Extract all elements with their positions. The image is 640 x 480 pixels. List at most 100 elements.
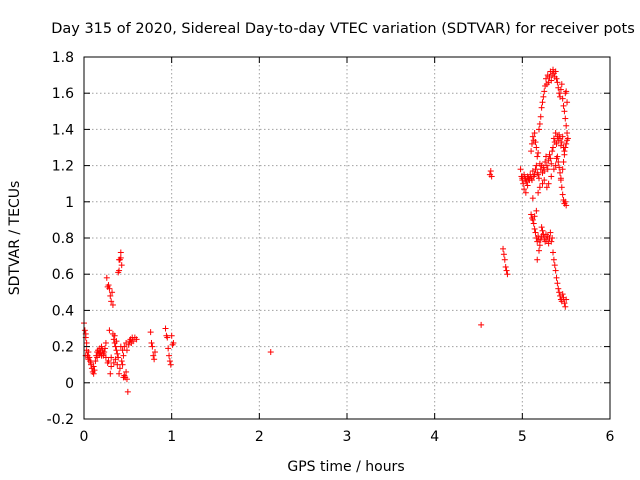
data-point	[556, 90, 563, 97]
data-point	[130, 338, 137, 345]
data-point	[549, 148, 556, 155]
data-point	[554, 79, 561, 86]
data-point	[112, 343, 119, 350]
data-point	[531, 213, 538, 220]
data-point	[561, 108, 568, 115]
x-tick-label: 2	[255, 429, 264, 445]
data-point	[553, 155, 560, 162]
data-point	[528, 211, 535, 218]
data-point	[148, 339, 155, 346]
data-point	[559, 133, 566, 140]
data-point	[543, 184, 550, 191]
data-point	[557, 169, 564, 176]
data-point	[528, 140, 535, 147]
data-point	[167, 361, 174, 368]
x-tick-label: 6	[606, 429, 615, 445]
data-point	[85, 349, 92, 356]
data-point	[531, 130, 538, 137]
data-point	[532, 139, 539, 146]
data-point	[535, 189, 542, 196]
data-point	[564, 130, 571, 137]
data-point	[555, 285, 562, 292]
data-point	[102, 339, 109, 346]
data-point	[529, 133, 536, 140]
data-point	[107, 370, 114, 377]
data-point	[90, 370, 97, 377]
data-point	[563, 122, 570, 129]
data-point	[533, 207, 540, 214]
data-point	[539, 99, 546, 106]
y-tick-label: 0.6	[52, 267, 74, 283]
data-point	[553, 140, 560, 147]
data-point	[133, 336, 140, 343]
data-point	[550, 166, 557, 173]
data-point	[558, 184, 565, 191]
y-axis-title: SDTVAR / TECUs	[7, 181, 23, 296]
data-point	[544, 166, 551, 173]
data-point	[550, 144, 557, 151]
data-point	[117, 249, 124, 256]
data-point	[501, 256, 508, 263]
data-point	[559, 191, 566, 198]
data-point	[478, 321, 485, 328]
data-point	[150, 352, 157, 359]
data-point	[108, 298, 115, 305]
data-point	[524, 182, 531, 189]
data-point	[531, 225, 538, 232]
data-point	[543, 162, 550, 169]
data-point	[536, 242, 543, 249]
data-point	[119, 361, 126, 368]
data-point	[487, 168, 494, 175]
data-point	[90, 363, 97, 370]
data-point	[116, 267, 123, 274]
x-tick-label: 5	[518, 429, 527, 445]
data-point	[120, 352, 127, 359]
y-tick-label: 0	[65, 376, 74, 392]
data-point	[552, 130, 559, 137]
data-point	[112, 356, 119, 363]
data-point	[541, 168, 548, 175]
data-point	[85, 356, 92, 363]
data-point	[541, 88, 548, 95]
data-point	[559, 291, 566, 298]
data-point	[147, 329, 154, 336]
data-point	[529, 216, 536, 223]
data-point	[267, 349, 274, 356]
data-point	[541, 177, 548, 184]
y-tick-label: 1.4	[52, 122, 74, 138]
data-point	[535, 126, 542, 133]
data-point	[556, 131, 563, 138]
y-tick-label: 1	[65, 195, 74, 211]
axes: 0 1 2 3 4 5 6 -0.2 0 0.2 0.4 0.6 0.8 1 1.2 1.4 1.6 1.8	[47, 50, 615, 445]
data-point	[83, 339, 90, 346]
data-point	[502, 263, 509, 270]
data-point	[91, 367, 98, 374]
y-tick-label: 1.8	[52, 50, 74, 66]
data-point	[105, 282, 112, 289]
data-point	[555, 158, 562, 165]
data-point	[124, 388, 131, 395]
data-point	[535, 171, 542, 178]
y-tick-label: 1.2	[52, 159, 74, 175]
data-point	[533, 162, 540, 169]
data-point	[98, 352, 105, 359]
data-point	[114, 350, 121, 357]
x-tick-label: 0	[80, 429, 89, 445]
data-point	[535, 149, 542, 156]
data-point	[104, 359, 111, 366]
data-point	[548, 77, 555, 84]
data-point	[170, 339, 177, 346]
data-point	[94, 354, 101, 361]
data-point	[562, 198, 569, 205]
data-point	[81, 327, 88, 334]
data-point	[552, 68, 559, 75]
data-point	[553, 274, 560, 281]
data-point	[535, 175, 542, 182]
data-point	[540, 164, 547, 171]
y-tick-label: 1.6	[52, 86, 74, 102]
data-point	[547, 229, 554, 236]
data-point	[532, 166, 539, 173]
data-point	[537, 113, 544, 120]
y-tick-label: -0.2	[47, 412, 74, 428]
data-point	[553, 75, 560, 82]
